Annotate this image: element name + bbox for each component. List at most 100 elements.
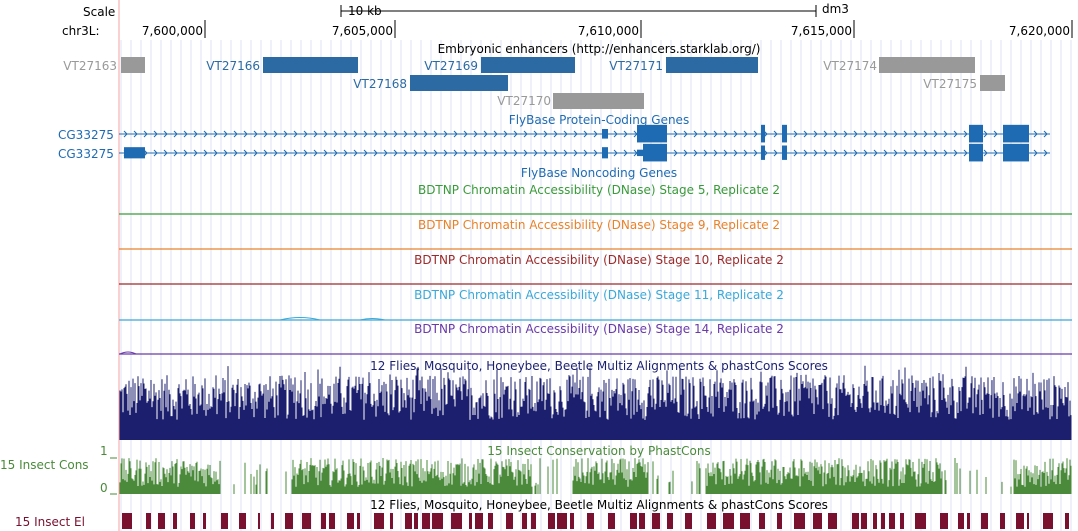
enhancer-label[interactable]: VT27171 <box>609 59 663 73</box>
strand-arrow <box>1043 130 1048 138</box>
strand-arrow <box>273 130 278 138</box>
track-title-multiz[interactable]: 12 Flies, Mosquito, Honeybee, Beetle Mul… <box>370 359 828 373</box>
strand-arrow <box>483 130 488 138</box>
conserved-element <box>889 513 895 529</box>
strand-arrow <box>523 130 528 138</box>
conserved-element <box>1016 513 1024 529</box>
conserved-element <box>1000 513 1005 529</box>
track-title-phastcons[interactable]: 15 Insect Conservation by PhastCons <box>487 444 711 458</box>
conserved-element <box>347 513 354 529</box>
conserved-element <box>981 513 988 529</box>
conserved-element <box>723 513 734 529</box>
strand-arrow <box>233 149 238 157</box>
scale-value: 10 kb <box>348 4 382 18</box>
gene-exon <box>637 149 644 157</box>
strand-arrow <box>143 130 148 138</box>
conserved-element <box>258 513 260 529</box>
strand-arrow <box>823 130 828 138</box>
conserved-element <box>221 513 228 529</box>
strand-arrow <box>883 149 888 157</box>
track-title-enhancers[interactable]: Embryonic enhancers (http://enhancers.st… <box>437 42 761 56</box>
gene-label[interactable]: CG33275 <box>58 147 114 161</box>
strand-arrow <box>703 149 708 157</box>
strand-arrow <box>213 149 218 157</box>
scale-label: Scale <box>83 5 116 19</box>
enhancer-label[interactable]: VT27169 <box>424 59 478 73</box>
elements-side-label[interactable]: 15 Insect El <box>15 515 85 529</box>
gene-exon <box>1003 124 1029 143</box>
conserved-element <box>873 513 877 529</box>
strand-arrow <box>433 149 438 157</box>
strand-arrow <box>1033 149 1038 157</box>
strand-arrow <box>153 130 158 138</box>
enhancer-label[interactable]: VT27166 <box>206 59 260 73</box>
conserved-element <box>881 513 885 529</box>
enhancer-label[interactable]: VT27163 <box>63 59 117 73</box>
strand-arrow <box>433 130 438 138</box>
enhancer-label[interactable]: VT27168 <box>353 77 407 91</box>
strand-arrow <box>913 130 918 138</box>
track-title-multiz-2[interactable]: 12 Flies, Mosquito, Honeybee, Beetle Mul… <box>370 498 828 512</box>
strand-arrow <box>463 130 468 138</box>
gene-label[interactable]: CG33275 <box>58 128 114 142</box>
conserved-element <box>531 513 536 529</box>
strand-arrow <box>513 130 518 138</box>
track-title-protein-coding[interactable]: FlyBase Protein-Coding Genes <box>508 113 690 127</box>
strand-arrow <box>193 149 198 157</box>
gene-exon <box>1003 143 1029 162</box>
strand-arrow <box>403 149 408 157</box>
strand-arrow <box>233 130 238 138</box>
strand-arrow <box>183 130 188 138</box>
strand-arrow <box>923 149 928 157</box>
strand-arrow <box>473 149 478 157</box>
strand-arrow <box>513 149 518 157</box>
conserved-element <box>522 513 527 529</box>
strand-arrow <box>343 130 348 138</box>
track-title-dnase-stage5[interactable]: BDTNP Chromatin Accessibility (DNase) St… <box>417 183 781 197</box>
enhancer-block <box>121 57 145 73</box>
conserved-element <box>608 513 615 529</box>
strand-arrow <box>423 149 428 157</box>
enhancer-label[interactable]: VT27170 <box>497 94 551 108</box>
strand-arrow <box>503 149 508 157</box>
enhancer-label[interactable]: VT27174 <box>823 59 877 73</box>
strand-arrow <box>253 149 258 157</box>
phastcons-side-label[interactable]: 15 Insect Cons <box>0 458 89 472</box>
strand-arrow <box>793 149 798 157</box>
enhancer-block <box>263 57 358 73</box>
gene-exon <box>602 129 608 139</box>
strand-arrow <box>353 130 358 138</box>
strand-arrow <box>183 149 188 157</box>
strand-arrow <box>243 149 248 157</box>
conserved-element <box>794 513 805 529</box>
track-title-dnase-stage9[interactable]: BDTNP Chromatin Accessibility (DNase) St… <box>417 218 781 232</box>
strand-arrow <box>703 130 708 138</box>
conserved-element <box>1027 513 1029 529</box>
track-title-dnase-stage14[interactable]: BDTNP Chromatin Accessibility (DNase) St… <box>414 322 784 336</box>
enhancer-block <box>410 75 508 91</box>
strand-arrow <box>993 130 998 138</box>
conserved-element <box>488 513 493 529</box>
strand-arrow <box>313 130 318 138</box>
track-title-noncoding[interactable]: FlyBase Noncoding Genes <box>520 166 678 180</box>
track-title-dnase-stage11[interactable]: BDTNP Chromatin Accessibility (DNase) St… <box>414 288 784 302</box>
strand-arrow <box>913 149 918 157</box>
strand-arrow <box>903 149 908 157</box>
enhancer-block <box>553 93 644 109</box>
strand-arrow <box>1033 130 1038 138</box>
conserved-element <box>900 513 904 529</box>
strand-arrow <box>323 130 328 138</box>
strand-arrow <box>423 130 428 138</box>
strand-arrow <box>493 130 498 138</box>
enhancer-label[interactable]: VT27175 <box>923 77 977 91</box>
conserved-element <box>852 513 859 529</box>
track-title-dnase-stage10[interactable]: BDTNP Chromatin Accessibility (DNase) St… <box>414 253 784 267</box>
strand-arrow <box>713 149 718 157</box>
conserved-element <box>329 513 335 529</box>
conserved-element <box>173 513 177 529</box>
strand-arrow <box>873 130 878 138</box>
strand-arrow <box>923 130 928 138</box>
conserved-element <box>475 513 483 529</box>
conserved-element <box>828 513 837 529</box>
